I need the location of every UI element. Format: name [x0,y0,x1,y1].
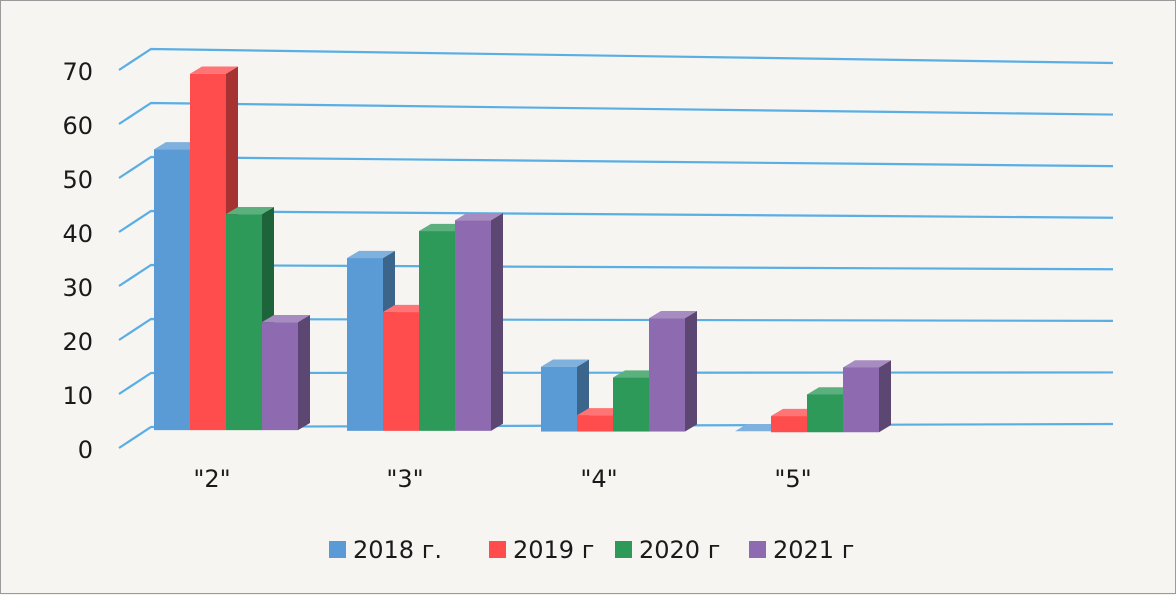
y-tick-label: 10 [62,382,93,410]
legend-label: 2019 г [513,536,594,564]
x-category-label: "5" [774,465,811,493]
y-tick-label: 0 [78,436,93,464]
bar [541,359,589,432]
bar [843,360,891,433]
legend-swatch [329,541,346,558]
bar [649,310,697,432]
gridline-50 [118,155,1114,179]
bar-group [347,213,503,431]
y-tick-label: 20 [62,328,93,356]
y-tick-label: 50 [62,166,93,194]
gridline-30 [118,263,1114,287]
y-tick-label: 70 [62,58,93,86]
y-tick-label: 40 [62,220,93,248]
bar [455,213,503,431]
legend-item: 2020 г [615,536,720,564]
legend-swatch [749,541,766,558]
legend: 2018 г. 2019 г 2020 г 2021 г [329,536,854,564]
legend-item: 2021 г [749,536,854,564]
legend-label: 2021 г [773,536,854,564]
gridline-60 [118,101,1114,125]
legend-label: 2020 г [639,536,720,564]
y-axis-ticks: 0 10 20 30 40 50 60 70 [62,58,93,464]
legend-item: 2019 г [489,536,594,564]
legend-item: 2018 г. [329,536,442,564]
gridline-70 [118,47,1114,71]
x-axis-categories: "2" "3" "4" "5" [193,465,811,493]
legend-label: 2018 г. [353,536,442,564]
legend-swatch [615,541,632,558]
bar-group [735,360,891,433]
x-category-label: "3" [386,465,423,493]
gridline-40 [118,209,1114,233]
y-tick-label: 30 [62,274,93,302]
x-category-label: "4" [580,465,617,493]
gridlines [118,47,1114,449]
bar [262,314,310,431]
bar-group [154,66,310,431]
gridline-10 [118,371,1114,395]
gridline-20 [118,317,1114,341]
y-tick-label: 60 [62,112,93,140]
bar-group [541,310,697,432]
legend-swatch [489,541,506,558]
x-category-label: "2" [193,465,230,493]
bars [154,66,891,433]
